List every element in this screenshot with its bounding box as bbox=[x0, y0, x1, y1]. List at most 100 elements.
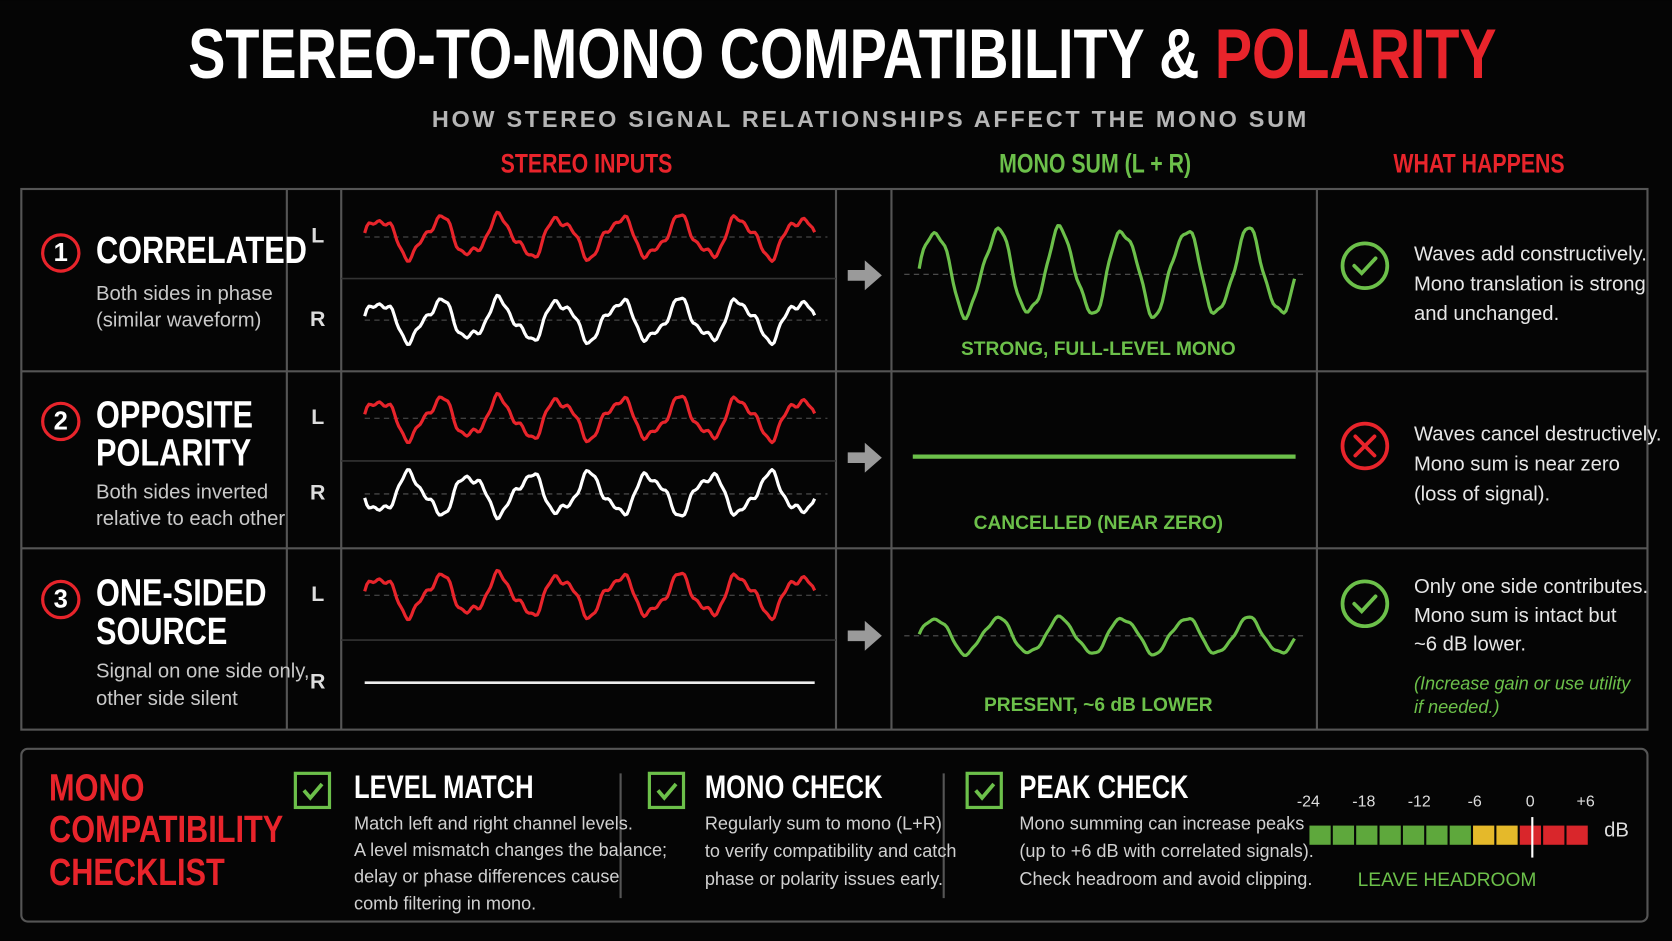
meter-segment bbox=[1566, 825, 1588, 845]
item-line: Check headroom and avoid clipping. bbox=[1019, 869, 1312, 889]
row-description: Signal on one side only, bbox=[96, 660, 310, 682]
meter-segment bbox=[1309, 825, 1331, 845]
row-number-circle bbox=[41, 233, 81, 273]
item-title-group: PEAK CHECK bbox=[1019, 770, 1188, 805]
row-title-group: ONE-SIDED bbox=[96, 572, 267, 614]
waveform bbox=[363, 293, 817, 347]
checklist-items: LEVEL MATCH Match left and right channel … bbox=[293, 770, 1314, 913]
checklist-title: MONO COMPATIBILITY CHECKLIST bbox=[49, 767, 283, 893]
checkbox bbox=[647, 771, 686, 810]
waveforms bbox=[363, 210, 1307, 685]
item-line: Regularly sum to mono (L+R) bbox=[705, 813, 942, 833]
row-number-circle bbox=[41, 579, 81, 620]
checkbox bbox=[965, 771, 1003, 810]
meter-segment bbox=[1332, 825, 1355, 845]
explanation: ~6 dB lower. bbox=[1414, 634, 1526, 656]
col-head: WHAT HAPPENS bbox=[1393, 149, 1564, 179]
row-title: OPPOSITE bbox=[96, 394, 253, 436]
meter-tick: -18 bbox=[1352, 793, 1375, 810]
row-title: ONE-SIDED bbox=[96, 572, 267, 614]
row-number-circle bbox=[41, 401, 81, 442]
meter-segment bbox=[1426, 825, 1448, 845]
row-number: 1 bbox=[54, 239, 68, 267]
row-title-group: OPPOSITE bbox=[96, 394, 253, 436]
waveform bbox=[363, 391, 817, 445]
table-grid bbox=[20, 187, 1649, 731]
item-line: A level mismatch changes the balance; bbox=[354, 840, 667, 860]
channel-label: R bbox=[310, 481, 325, 505]
item-title: LEVEL MATCH bbox=[354, 770, 534, 805]
waveform bbox=[363, 210, 817, 263]
row-number: 3 bbox=[54, 585, 68, 613]
checklist-box bbox=[20, 747, 1649, 923]
waveform bbox=[363, 568, 817, 622]
checklist-separators bbox=[619, 773, 945, 899]
item-title-group: MONO CHECK bbox=[705, 770, 883, 805]
explanation: Waves cancel destructively. bbox=[1414, 424, 1662, 446]
channel-label: L bbox=[311, 405, 324, 429]
item-line: to verify compatibility and catch bbox=[705, 841, 957, 861]
subtitle: HOW STEREO SIGNAL RELATIONSHIPS AFFECT T… bbox=[432, 106, 1306, 132]
row-description: other side silent bbox=[96, 688, 238, 710]
meter-unit: dB bbox=[1604, 819, 1629, 841]
item-title: MONO CHECK bbox=[705, 770, 883, 805]
channel-label: L bbox=[311, 224, 324, 248]
row-title-group: SOURCE bbox=[96, 611, 227, 653]
meter-segment bbox=[1473, 825, 1495, 845]
item-line: phase or polarity issues early. bbox=[705, 869, 943, 889]
row-title: CORRELATED bbox=[96, 230, 307, 272]
meter-tick: -6 bbox=[1468, 793, 1482, 810]
waveform bbox=[917, 223, 1297, 321]
checkbox bbox=[293, 771, 332, 810]
lr-dividers bbox=[341, 277, 836, 641]
waveform bbox=[363, 468, 817, 521]
checkbox-tick bbox=[974, 782, 996, 801]
meter-segment bbox=[1379, 825, 1401, 845]
item-title-group: LEVEL MATCH bbox=[354, 770, 534, 805]
arrow bbox=[847, 442, 882, 473]
item-line: delay or phase differences cause bbox=[354, 867, 619, 887]
row-title-group: POLARITY bbox=[96, 433, 251, 475]
column-header: WHAT HAPPENS bbox=[1393, 149, 1564, 179]
checkbox-tick bbox=[302, 782, 324, 801]
meter-segment bbox=[1496, 825, 1518, 845]
title: STEREO-TO-MONO COMPATIBILITY & POLARITY bbox=[188, 13, 1496, 92]
waveform bbox=[917, 614, 1296, 658]
table-lines bbox=[21, 188, 1648, 730]
row-title: SOURCE bbox=[96, 611, 227, 653]
meter-tick: -12 bbox=[1408, 793, 1431, 810]
note: (Increase gain or use utility bbox=[1414, 674, 1631, 694]
meter-tick: 0 bbox=[1526, 793, 1535, 810]
checklist-title-line: CHECKLIST bbox=[49, 852, 225, 894]
meter-tick: -24 bbox=[1297, 793, 1320, 810]
meter-segment bbox=[1543, 825, 1565, 845]
item-line: Mono summing can increase peaks bbox=[1019, 813, 1304, 833]
result-caption: STRONG, FULL-LEVEL MONO bbox=[961, 339, 1236, 360]
title-main: STEREO-TO-MONO COMPATIBILITY & bbox=[188, 13, 1215, 92]
item-line: comb filtering in mono. bbox=[354, 893, 536, 913]
status-icon bbox=[1340, 241, 1390, 291]
explanation: Mono sum is intact but bbox=[1414, 605, 1617, 627]
row-title-group: CORRELATED bbox=[96, 230, 307, 272]
channel-label: L bbox=[311, 582, 324, 606]
result-caption: PRESENT, ~6 dB LOWER bbox=[984, 695, 1213, 716]
result-caption: CANCELLED (NEAR ZERO) bbox=[974, 513, 1223, 534]
column-header: MONO SUM (L + R) bbox=[999, 149, 1191, 179]
explanation: Mono translation is strong bbox=[1414, 273, 1646, 295]
meter-caption: LEAVE HEADROOM bbox=[1358, 870, 1537, 891]
explanation: Only one side contributes. bbox=[1414, 576, 1648, 598]
col-head: STEREO INPUTS bbox=[501, 149, 673, 179]
status-icon bbox=[1340, 579, 1390, 629]
row-title: POLARITY bbox=[96, 433, 251, 475]
checklist-title-line: COMPATIBILITY bbox=[49, 809, 283, 851]
row-description: Both sides inverted bbox=[96, 481, 268, 503]
channel-label: R bbox=[310, 307, 325, 331]
meter-segment bbox=[1402, 825, 1425, 845]
row-description: relative to each other bbox=[96, 508, 285, 530]
meter-tick: +6 bbox=[1577, 793, 1595, 810]
status-icon bbox=[1340, 421, 1390, 471]
explanation: Mono sum is near zero bbox=[1414, 454, 1620, 476]
meter: -24 -18 -12 -6 0 +6 dB LEAVE HEADROOM bbox=[1297, 793, 1629, 891]
item-line: Match left and right channel levels. bbox=[354, 813, 633, 833]
